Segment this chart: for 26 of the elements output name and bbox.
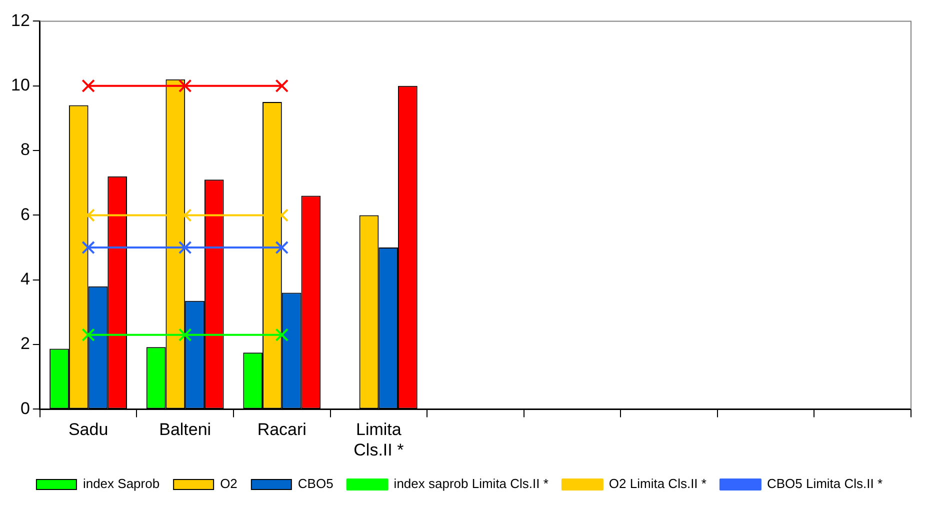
x-tick-label: Balteni — [159, 420, 212, 440]
y-tick-label: 0 — [20, 398, 30, 418]
y-tick-label: 8 — [20, 140, 30, 160]
legend-label: O2 — [220, 476, 238, 492]
legend-label: index saprob Limita Cls.II * — [394, 476, 548, 492]
point — [178, 240, 192, 254]
y-tick-label: 2 — [20, 334, 30, 354]
x-tick-label: Racari — [257, 420, 306, 440]
y-tick-label: 6 — [20, 204, 30, 224]
point — [82, 79, 95, 93]
legend-label: CBO5 — [298, 476, 334, 492]
x-tick-label: Limita Cls.II * — [354, 420, 404, 460]
legend-label: CBO5 Limita Cls.II * — [766, 476, 883, 492]
y-tick-label: 12 — [10, 10, 30, 30]
point — [178, 328, 192, 342]
x-tick-label: Sadu — [68, 420, 108, 440]
point — [275, 328, 289, 342]
point — [275, 240, 289, 254]
legend-label: O2 Limita Cls.II * — [608, 476, 706, 492]
point — [178, 79, 192, 93]
legend-label: index Saprob — [82, 476, 160, 492]
y-tick-label: 10 — [10, 76, 30, 95]
point — [275, 79, 289, 93]
y-tick-label: 4 — [20, 270, 30, 289]
point — [82, 240, 95, 254]
point — [82, 328, 95, 342]
